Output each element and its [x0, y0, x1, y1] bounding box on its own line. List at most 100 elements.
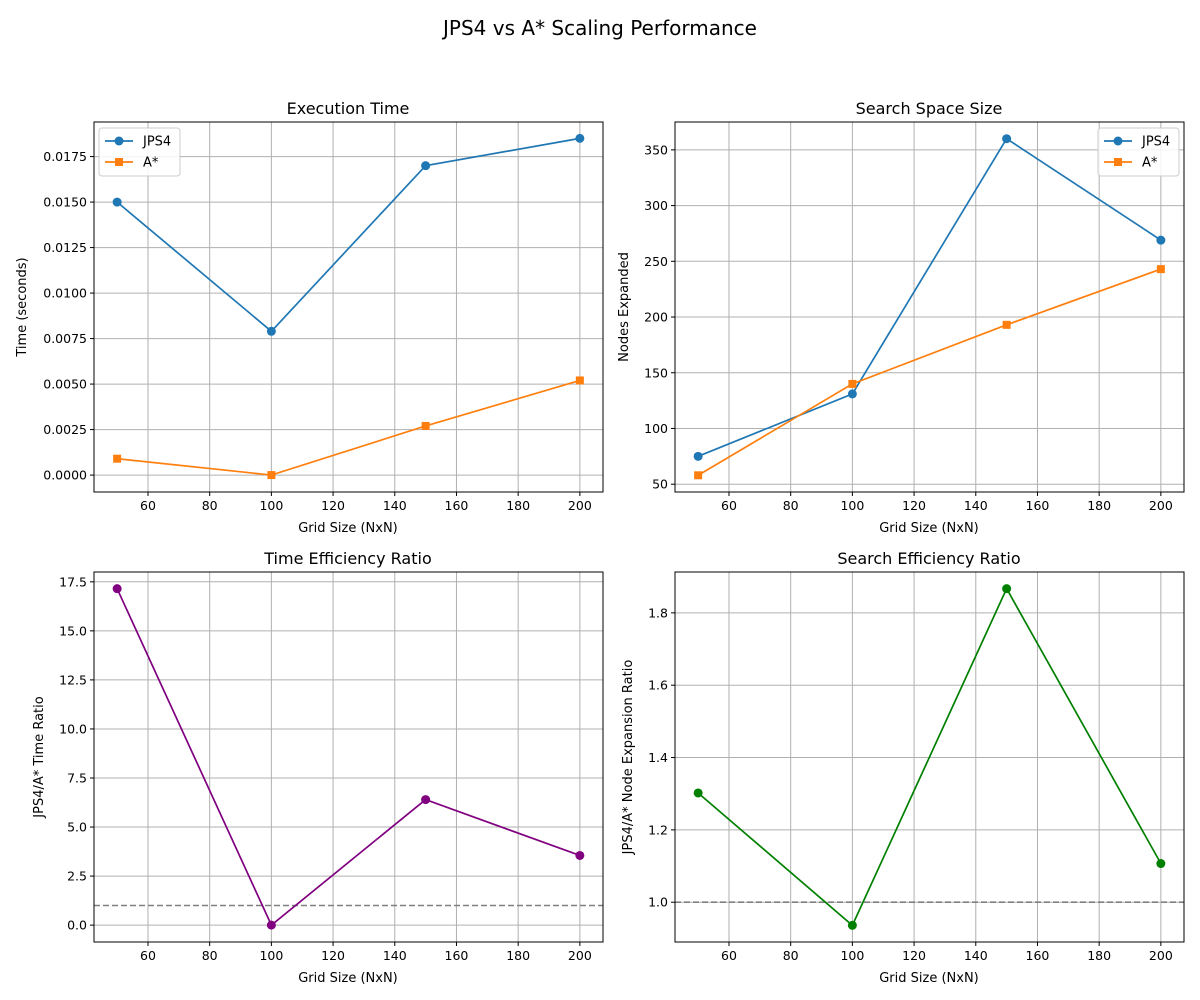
x-axis-label: Grid Size (NxN) [298, 971, 398, 986]
series-line [116, 588, 581, 927]
y-tick-label: 1.8 [648, 605, 668, 620]
x-tick-label: 140 [964, 498, 988, 513]
x-tick-label: 100 [840, 948, 864, 963]
x-tick-label: 160 [1026, 948, 1050, 963]
data-point-marker [1156, 859, 1166, 869]
series-line [697, 268, 1162, 477]
data-point-marker [693, 788, 703, 798]
data-point-marker [1156, 265, 1165, 274]
x-tick-label: 60 [140, 498, 156, 513]
y-tick-label: 150 [644, 365, 668, 380]
series-line [697, 586, 1162, 927]
panel-title: Time Efficiency Ratio [263, 549, 431, 568]
plot-area: 60 80 100 120 140 160 180 200 0.0 2.5 5.0 7.5 10.0 12… [59, 571, 604, 963]
data-point-marker [1156, 235, 1166, 245]
y-tick-label: 300 [644, 198, 668, 213]
series-line [117, 379, 581, 476]
data-point-marker [694, 471, 703, 480]
x-tick-label: 200 [568, 498, 592, 513]
data-point-marker [112, 197, 122, 207]
y-tick-label: 0.0175 [43, 149, 87, 164]
y-tick-label: 1.0 [648, 895, 668, 910]
panel-execution-time: Execution Time Grid Size (NxN) Time (sec… [15, 99, 604, 536]
x-axis-label: Grid Size (NxN) [879, 971, 979, 986]
axes-frame [674, 121, 1185, 493]
data-point-marker [114, 136, 124, 146]
x-tick-label: 140 [383, 498, 407, 513]
y-tick-label: 1.6 [648, 678, 668, 693]
panel-title: Search Space Size [856, 99, 1003, 118]
data-point-marker [115, 158, 123, 166]
y-tick-label: 0.0125 [43, 240, 87, 255]
data-point-marker [847, 920, 857, 930]
data-point-marker [575, 133, 585, 143]
data-point-marker [421, 161, 431, 171]
plot-area: 60 80 100 120 140 160 180 200 50 100 150 200 250 300 3… [644, 121, 1185, 513]
y-tick-label: 7.5 [67, 770, 87, 785]
x-tick-label: 100 [840, 498, 864, 513]
y-tick-label: 2.5 [67, 869, 87, 884]
legend-label: A* [1142, 156, 1158, 171]
x-tick-label: 100 [259, 498, 283, 513]
data-point-marker [1114, 158, 1122, 166]
panel-time-efficiency-ratio: Time Efficiency Ratio Grid Size (NxN) JP… [32, 549, 604, 986]
x-tick-label: 200 [568, 948, 592, 963]
x-axis-label: Grid Size (NxN) [879, 521, 979, 536]
data-point-marker [421, 421, 430, 430]
x-tick-label: 80 [783, 948, 799, 963]
y-tick-label: 1.2 [648, 822, 668, 837]
data-point-marker [575, 376, 584, 385]
data-point-marker [693, 451, 703, 461]
y-tick-label: 200 [644, 310, 668, 325]
plot-area: 60 80 100 120 140 160 180 200 0.0000 0.0025 0.0050… [43, 121, 604, 513]
x-tick-label: 180 [506, 948, 530, 963]
data-point-marker [421, 795, 431, 805]
legend-label: JPS4 [142, 135, 171, 150]
y-tick-label: 1.4 [648, 750, 668, 765]
data-point-marker [113, 454, 122, 463]
x-tick-label: 120 [321, 498, 345, 513]
x-tick-label: 60 [140, 948, 156, 963]
x-tick-label: 80 [202, 948, 218, 963]
data-point-marker [266, 326, 276, 336]
x-tick-label: 60 [721, 948, 737, 963]
axes-frame [93, 571, 604, 943]
data-point-marker [848, 379, 857, 388]
axes-frame [674, 571, 1185, 943]
x-tick-label: 160 [445, 948, 469, 963]
axes-frame [93, 121, 604, 493]
x-tick-label: 160 [445, 498, 469, 513]
x-tick-label: 200 [1149, 498, 1173, 513]
x-tick-label: 60 [721, 498, 737, 513]
x-tick-label: 80 [202, 498, 218, 513]
data-point-marker [575, 850, 585, 860]
figure-title: JPS4 vs A* Scaling Performance [441, 16, 757, 40]
y-axis-label: Time (seconds) [15, 257, 30, 357]
x-tick-label: 120 [321, 948, 345, 963]
x-axis-label: Grid Size (NxN) [298, 521, 398, 536]
panel-title: Search Efficiency Ratio [837, 549, 1020, 568]
panel-title: Execution Time [287, 99, 410, 118]
x-tick-label: 140 [964, 948, 988, 963]
y-tick-label: 0.0050 [43, 377, 87, 392]
data-point-marker [1002, 584, 1012, 594]
y-tick-label: 100 [644, 421, 668, 436]
data-point-marker [1002, 320, 1011, 329]
x-tick-label: 180 [1087, 498, 1111, 513]
x-tick-label: 180 [1087, 948, 1111, 963]
y-tick-label: 5.0 [67, 820, 87, 835]
panel-search-efficiency-ratio: Search Efficiency Ratio Grid Size (NxN) … [621, 549, 1185, 986]
y-tick-label: 0.0150 [43, 195, 87, 210]
data-point-marker [267, 471, 276, 480]
plot-area: 60 80 100 120 140 160 180 200 1.0 1.2 1.4 1.6 1.8 [648, 571, 1185, 963]
y-tick-label: 350 [644, 142, 668, 157]
data-point-marker [847, 389, 857, 399]
legend-label: JPS4 [1141, 135, 1170, 150]
legend-label: A* [143, 156, 159, 171]
series-line [116, 137, 581, 333]
y-tick-label: 0.0000 [43, 468, 87, 483]
x-tick-label: 160 [1026, 498, 1050, 513]
y-tick-label: 250 [644, 254, 668, 269]
x-tick-label: 120 [902, 498, 926, 513]
